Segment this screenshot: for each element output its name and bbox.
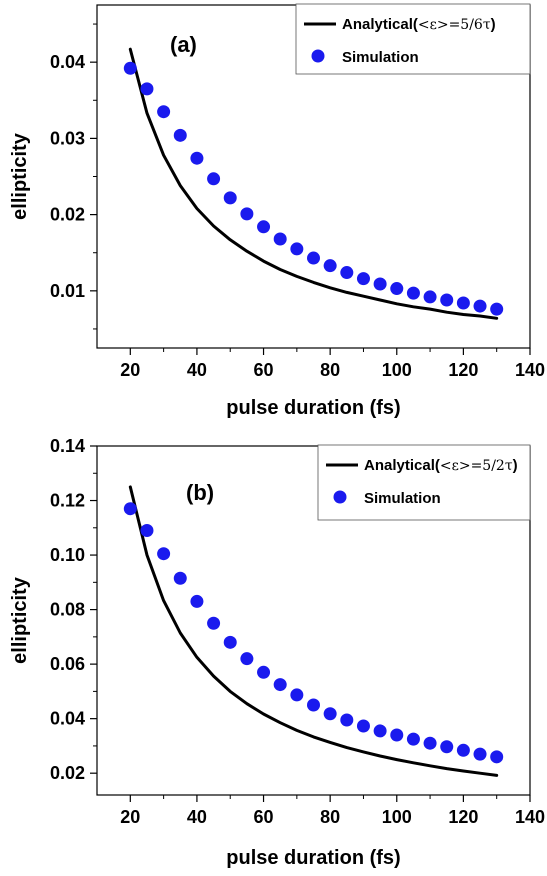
legend-dot-swatch — [333, 490, 347, 504]
x-tick-label: 60 — [254, 360, 274, 380]
y-axis-label: ellipticity — [9, 132, 31, 220]
simulation-point — [157, 547, 171, 561]
simulation-point — [190, 151, 204, 165]
simulation-point — [257, 220, 271, 234]
y-tick-label: 0.10 — [50, 545, 85, 565]
panel-label: (b) — [186, 480, 214, 505]
simulation-point — [456, 296, 470, 310]
simulation-point — [223, 635, 237, 649]
y-tick-label: 0.06 — [50, 654, 85, 674]
simulation-point — [340, 266, 354, 280]
x-tick-label: 80 — [320, 360, 340, 380]
analytical-series-line — [128, 47, 499, 320]
simulation-point — [307, 251, 320, 265]
x-tick-label: 80 — [320, 807, 340, 827]
x-tick-label: 40 — [187, 807, 207, 827]
simulation-point — [490, 302, 504, 316]
y-tick-label: 0.03 — [50, 128, 85, 148]
simulation-point — [440, 740, 454, 754]
simulation-point — [373, 724, 387, 738]
analytical-series-line — [128, 485, 499, 777]
legend-analytical-suffix: ) — [513, 457, 518, 474]
simulation-point — [307, 698, 320, 712]
chart-panel-2: 20 40 60 80 100 120 140 0.02 0.04 0.06 0.08 0.10 0.1… — [9, 436, 545, 869]
legend-analytical-label: Analytical(<ε>=5/6τ) — [342, 16, 496, 33]
x-tick-label: 140 — [515, 807, 545, 827]
x-axis-label: pulse duration (fs) — [226, 847, 400, 869]
legend-analytical-formula: <ε>=5/2τ — [440, 458, 513, 474]
simulation-point — [323, 707, 337, 721]
simulation-point — [340, 713, 354, 727]
simulation-point — [123, 61, 137, 75]
legend: Analytical(<ε>=5/2τ) Simulation — [317, 444, 531, 521]
simulation-point — [207, 172, 221, 186]
x-tick-label: 140 — [515, 360, 545, 380]
legend-analytical-formula: <ε>=5/6τ — [418, 17, 491, 33]
legend-box — [295, 3, 531, 75]
legend: Analytical(<ε>=5/6τ) Simulation — [295, 3, 531, 75]
simulation-point — [240, 652, 254, 666]
simulation-point — [356, 719, 370, 733]
simulation-point — [123, 502, 137, 516]
simulation-point — [273, 678, 287, 692]
legend-box — [317, 444, 531, 521]
simulation-point — [473, 747, 487, 761]
simulation-point — [406, 286, 420, 300]
simulation-point — [406, 732, 420, 746]
y-tick-label: 0.08 — [50, 600, 85, 620]
y-tick-label: 0.12 — [50, 491, 85, 511]
legend-analytical-suffix: ) — [491, 16, 496, 33]
simulation-point — [373, 277, 387, 291]
legend-analytical-prefix: Analytical( — [342, 16, 418, 33]
x-tick-label: 120 — [448, 807, 478, 827]
simulation-point — [440, 293, 454, 307]
x-tick-label: 120 — [448, 360, 478, 380]
simulation-point — [223, 191, 237, 205]
legend-analytical-prefix: Analytical( — [364, 457, 440, 474]
simulation-point — [157, 105, 171, 119]
simulation-point — [190, 594, 204, 608]
simulation-point — [140, 524, 154, 538]
x-tick-label: 100 — [382, 360, 412, 380]
simulation-point — [290, 242, 304, 256]
y-tick-label: 0.04 — [50, 52, 85, 72]
simulation-point — [173, 128, 187, 142]
x-axis-label: pulse duration (fs) — [226, 397, 400, 419]
x-tick-label: 60 — [254, 807, 274, 827]
x-tick-label: 40 — [187, 360, 207, 380]
simulation-point — [290, 688, 304, 702]
simulation-point — [390, 728, 404, 742]
simulation-point — [423, 290, 437, 304]
x-tick-label: 100 — [382, 807, 412, 827]
simulation-point — [257, 665, 271, 679]
simulation-point — [140, 82, 154, 96]
simulation-point — [390, 282, 404, 296]
simulation-point — [240, 207, 254, 221]
legend-simulation-label: Simulation — [342, 49, 419, 66]
panel-label: (a) — [170, 32, 197, 57]
simulation-point — [490, 750, 504, 764]
legend-simulation-label: Simulation — [364, 490, 441, 507]
y-tick-label: 0.04 — [50, 709, 85, 729]
x-tick-label: 20 — [120, 360, 140, 380]
y-tick-label: 0.01 — [50, 281, 85, 301]
simulation-point — [323, 259, 337, 273]
simulation-point — [356, 272, 370, 286]
x-tick-label: 20 — [120, 807, 140, 827]
chart-panel-1: 20 40 60 80 100 120 140 0.01 0.02 0.03 0.04 pulse d… — [9, 3, 545, 419]
y-tick-label: 0.14 — [50, 436, 85, 456]
y-tick-label: 0.02 — [50, 763, 85, 783]
plot-frame — [96, 445, 531, 796]
legend-analytical-label: Analytical(<ε>=5/2τ) — [364, 457, 518, 474]
simulation-point — [273, 232, 287, 246]
y-tick-label: 0.02 — [50, 205, 85, 225]
simulation-point — [473, 299, 487, 313]
legend-dot-swatch — [311, 49, 325, 63]
simulation-point — [173, 571, 187, 585]
simulation-point — [423, 736, 437, 750]
simulation-point — [456, 743, 470, 757]
simulation-point — [207, 616, 221, 630]
y-axis-label: ellipticity — [9, 576, 31, 664]
